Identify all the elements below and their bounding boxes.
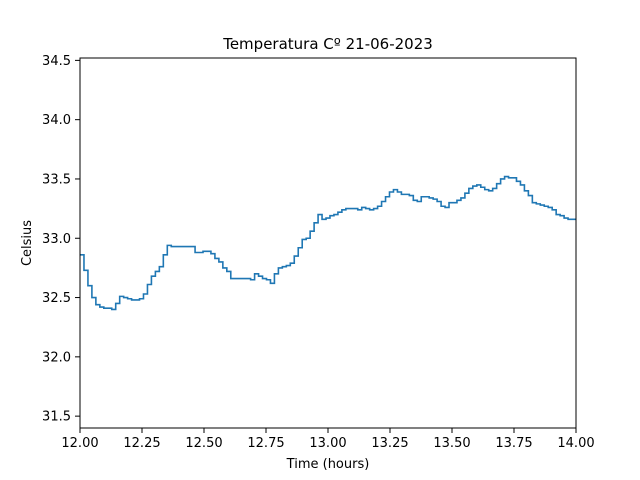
y-tick-label: 32.5 (42, 291, 71, 306)
plot-area (80, 58, 576, 428)
y-tick-label: 31.5 (42, 410, 71, 425)
x-axis-label: Time (hours) (286, 457, 370, 472)
x-tick-label: 12.25 (123, 436, 160, 451)
chart-title: Temperatura Cº 21-06-2023 (222, 35, 433, 53)
x-tick-label: 13.25 (371, 436, 408, 451)
y-tick-label: 33.0 (42, 232, 71, 247)
y-tick-label: 34.0 (42, 113, 71, 128)
x-tick-label: 12.50 (185, 436, 222, 451)
x-tick-label: 14.00 (557, 436, 594, 451)
x-tick-label: 12.00 (61, 436, 98, 451)
y-tick-label: 33.5 (42, 172, 71, 187)
x-tick-label: 12.75 (247, 436, 284, 451)
y-tick-label: 32.0 (42, 350, 71, 365)
y-axis-ticks: 31.5 32.0 32.5 33.0 33.5 34.0 34.5 (42, 54, 80, 425)
x-tick-label: 13.75 (495, 436, 532, 451)
y-tick-label: 34.5 (42, 54, 71, 69)
x-axis-ticks: 12.00 12.25 12.50 12.75 13.00 13.25 13.50 13.75… (61, 428, 595, 451)
series-layer (80, 175, 576, 311)
y-axis-label: Celsius (20, 220, 35, 266)
x-tick-label: 13.00 (309, 436, 346, 451)
temperature-series-line (80, 175, 576, 311)
x-tick-label: 13.50 (433, 436, 470, 451)
